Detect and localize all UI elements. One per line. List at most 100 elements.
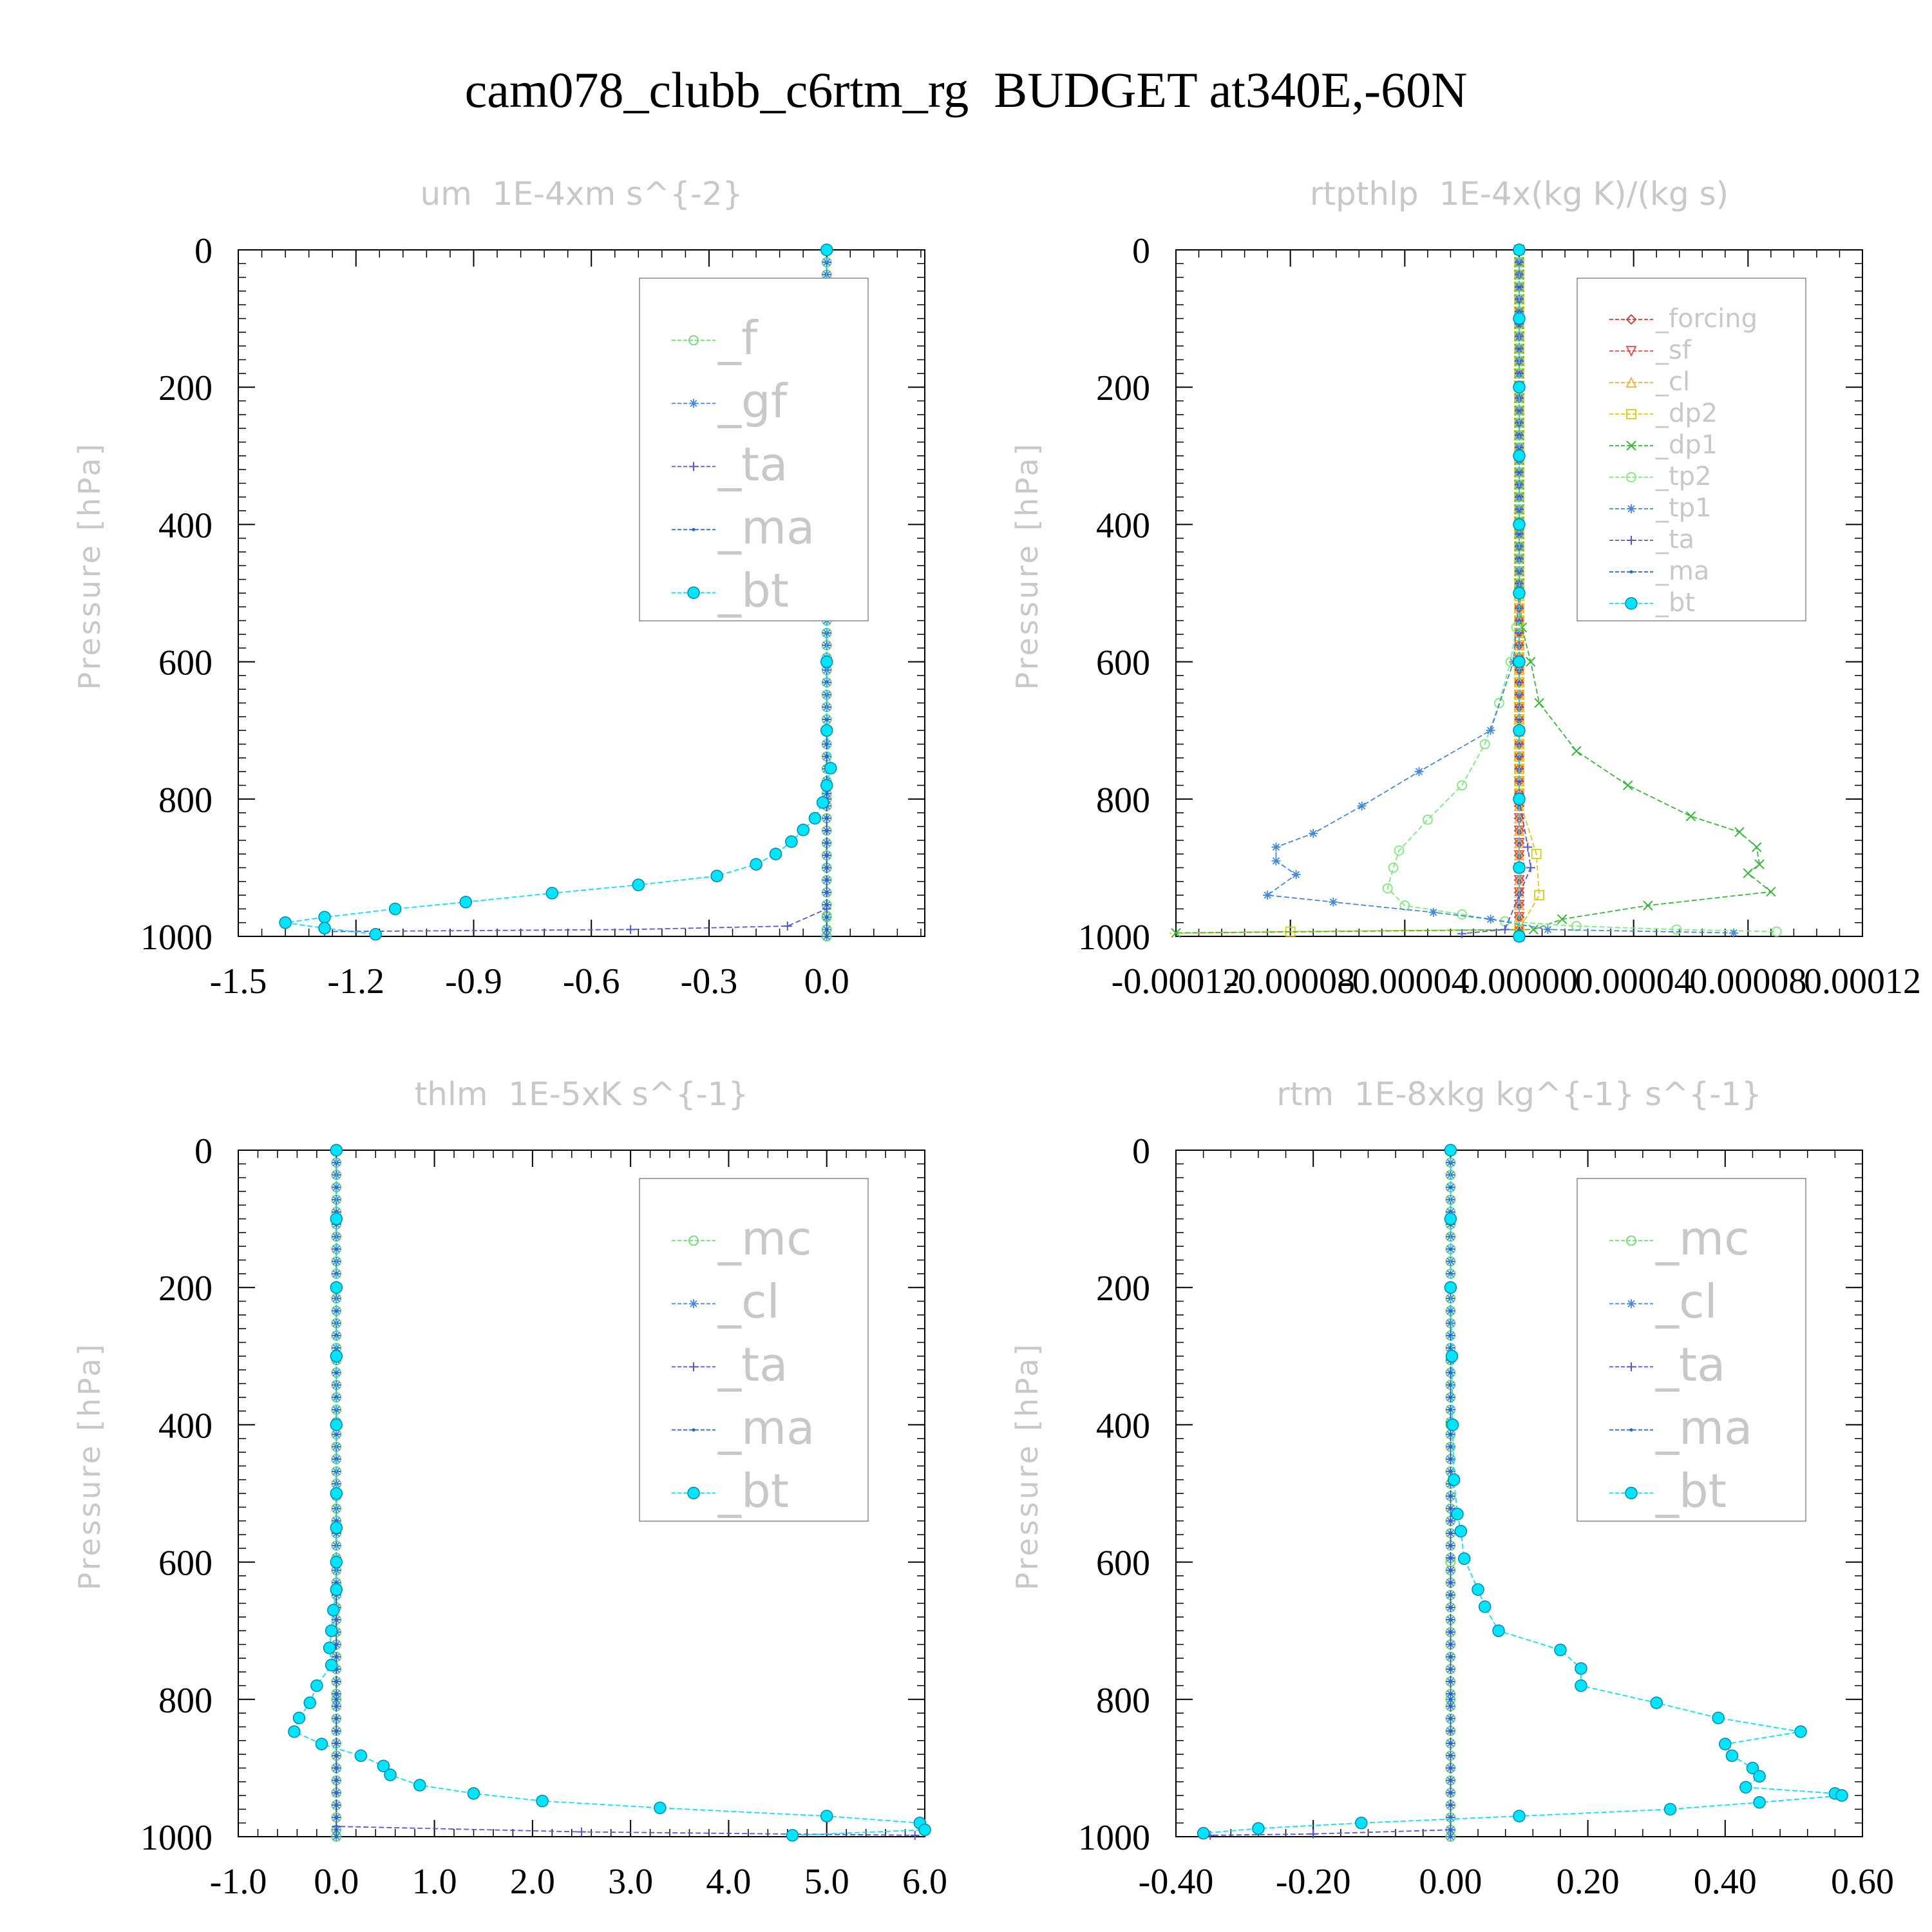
data-point [413,1779,426,1792]
data-point [1444,1144,1457,1157]
legend-item: _bt [672,1464,789,1518]
x-tick-label: 0.40 [1694,1862,1757,1902]
y-tick-label: 400 [158,506,213,545]
data-point [1513,381,1526,393]
data-point [1448,1655,1452,1659]
y-axis-label: Pressure [hPa] [1010,441,1045,690]
y-tick-label: 400 [158,1406,213,1446]
data-point [1513,930,1526,943]
data-point [786,1829,799,1842]
data-point [1263,891,1273,900]
legend-label: _ma [1655,556,1709,586]
x-tick-label: 5.0 [804,1862,849,1902]
y-tick-label: 200 [1096,368,1150,408]
data-point [825,903,829,907]
data-point [1575,1662,1587,1675]
data-point [1448,1247,1452,1251]
data-point [330,1487,343,1500]
legend-label: _bt [1655,1464,1727,1518]
x-tick-label: 0.00008 [1689,961,1806,1001]
legend-item: _dp1 [1609,430,1718,460]
panel-rtm: rtm 1E-8xkg kg^{-1} s^{-1} Pressure [hPa]… [1010,1075,1894,1902]
data-point [1513,793,1526,806]
data-point [334,1186,338,1189]
data-point [1448,1643,1452,1647]
series-bt [288,1144,931,1842]
data-point [315,1738,328,1750]
data-point [369,928,382,941]
data-point [1448,1815,1452,1819]
legend-marker [687,1486,700,1500]
panel-title: rtpthlp 1E-4x(kg K)/(kg s) [1310,175,1728,213]
legend-item: _mc [672,1211,812,1265]
data-point [1751,842,1762,853]
legend-label: _cl [1655,1274,1718,1329]
data-point [825,927,829,931]
data-point [1171,927,1181,938]
data-point [825,681,829,685]
legend-item: _cl [1609,1274,1718,1329]
legend-label: _ta [1655,525,1694,554]
data-point [545,887,559,900]
data-point [1448,1835,1452,1839]
data-point [1309,1829,1318,1839]
legend-marker [689,462,698,471]
data-point [334,1828,338,1832]
data-point [1753,1770,1766,1783]
panel-title: rtm 1E-8xkg kg^{-1} s^{-1} [1276,1075,1761,1113]
data-point [384,1768,397,1781]
data-point [1513,312,1526,325]
data-point [1448,1667,1452,1671]
x-tick-label: -0.3 [681,961,738,1001]
data-point [334,1432,338,1436]
data-point [1534,890,1544,900]
series-line [1265,250,1734,934]
legend-label: _bt [717,564,789,618]
data-point [1448,1704,1452,1708]
legend-item: _f [672,311,759,365]
x-tick-label: -0.6 [563,961,620,1001]
data-point [1448,1272,1452,1276]
legend: _f _gf _ta _ma _bt [639,278,869,621]
legend-label: _tp2 [1655,462,1712,491]
x-tick-label: -0.40 [1139,1862,1214,1902]
data-point [327,1604,340,1616]
data-point [1447,1473,1461,1486]
legend-label: _ma [1655,1401,1752,1455]
data-point [330,1281,343,1294]
x-tick-label: 2.0 [510,1862,555,1902]
data-point [1454,1524,1468,1538]
data-point [325,1658,338,1672]
legend: _mc _cl _ta _ma _bt [639,1178,869,1522]
legend-marker [689,1299,698,1309]
series-line [1387,250,1777,933]
data-point [1743,868,1754,878]
data-point [1448,1470,1452,1473]
data-point [1517,347,1521,351]
x-tick-label: 0.00 [1419,1862,1482,1902]
series-dp2 [1170,245,1544,937]
data-point [820,779,833,792]
data-point [825,934,829,938]
legend-item: _ta [1609,1338,1725,1392]
data-point [1448,1828,1452,1832]
legend-marker [692,527,696,531]
legend-label: _f [717,311,759,365]
data-point [1448,1396,1452,1399]
data-point [1448,1717,1452,1721]
data-point [1671,924,1682,935]
legend-marker [1627,1362,1636,1372]
legend-label: _ta [717,437,788,491]
data-point [1448,1698,1452,1701]
data-point [1479,739,1490,750]
data-point [1457,780,1468,791]
data-point [1543,925,1553,934]
legend-box [1577,278,1806,621]
legend-item: _ta [672,1338,788,1392]
data-point [1557,914,1567,925]
data-point [1712,1711,1725,1725]
data-point [820,1810,833,1823]
legend-label: _gf [717,374,788,428]
data-point [750,858,762,871]
